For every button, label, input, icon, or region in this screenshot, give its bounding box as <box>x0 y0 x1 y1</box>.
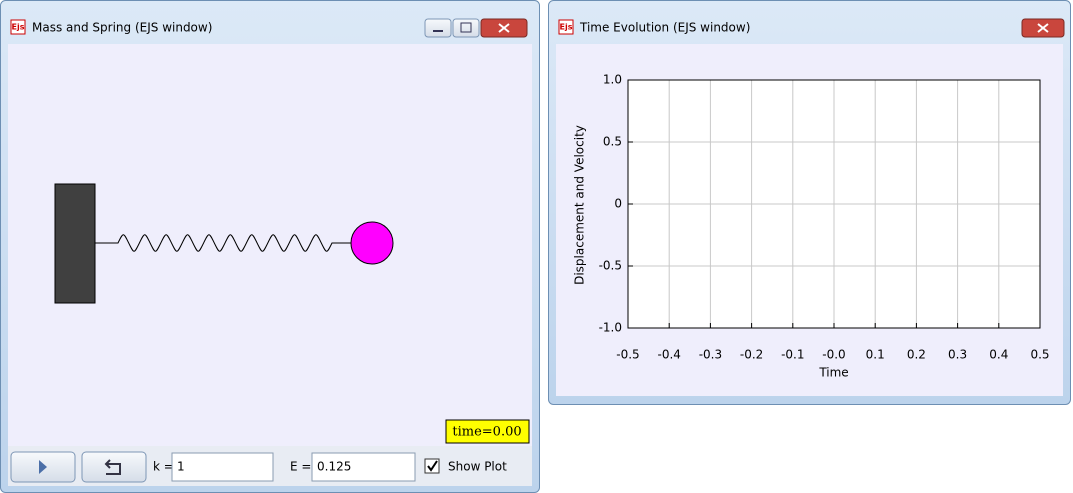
x-tick-label: 0.2 <box>907 348 926 362</box>
x-tick-label: -0.3 <box>699 348 722 362</box>
y-tick-label: 1.0 <box>603 73 622 87</box>
x-tick-label: 0.3 <box>948 348 967 362</box>
window-title: Mass and Spring (EJS window) <box>32 21 212 35</box>
window-title: Time Evolution (EJS window) <box>579 21 750 35</box>
icon-text: Ejs <box>12 23 25 32</box>
x-tick-label: -0.5 <box>616 348 639 362</box>
x-tick-label: 0.4 <box>989 348 1008 362</box>
screen: Ejs Mass and Spring (EJS window) time=0.… <box>0 0 1073 493</box>
mass-spring-window: Ejs Mass and Spring (EJS window) time=0.… <box>1 1 540 493</box>
time-evolution-window: Ejs Time Evolution (EJS window) Time Dis… <box>549 1 1071 405</box>
k-label: k = <box>153 460 174 474</box>
y-tick-label: -0.5 <box>599 259 622 273</box>
wall <box>55 184 95 303</box>
x-tick-label: 0.5 <box>1030 348 1049 362</box>
e-value: 0.125 <box>317 460 351 474</box>
x-axis-label: Time <box>818 366 848 380</box>
k-input[interactable] <box>172 453 273 481</box>
mass-ball <box>351 222 393 264</box>
maximize-button[interactable] <box>453 19 479 37</box>
x-tick-label: -0.0 <box>822 348 845 362</box>
x-tick-label: 0.1 <box>866 348 885 362</box>
x-tick-label: -0.1 <box>781 348 804 362</box>
x-tick-label: -0.4 <box>657 348 680 362</box>
page: Ejs Mass and Spring (EJS window) time=0.… <box>0 0 1073 493</box>
y-tick-label: 0 <box>614 197 622 211</box>
x-tick-label: -0.2 <box>740 348 763 362</box>
y-tick-label: -1.0 <box>599 321 622 335</box>
e-label: E = <box>290 460 311 474</box>
time-label: time=0.00 <box>452 425 521 440</box>
checkbox-label: Show Plot <box>448 460 507 474</box>
minimize-button[interactable] <box>425 19 451 37</box>
reset-button[interactable] <box>82 452 146 482</box>
k-value: 1 <box>177 460 185 474</box>
y-tick-label: 0.5 <box>603 135 622 149</box>
y-axis-label: Displacement and Velocity <box>573 125 587 285</box>
icon-text: Ejs <box>560 23 573 32</box>
